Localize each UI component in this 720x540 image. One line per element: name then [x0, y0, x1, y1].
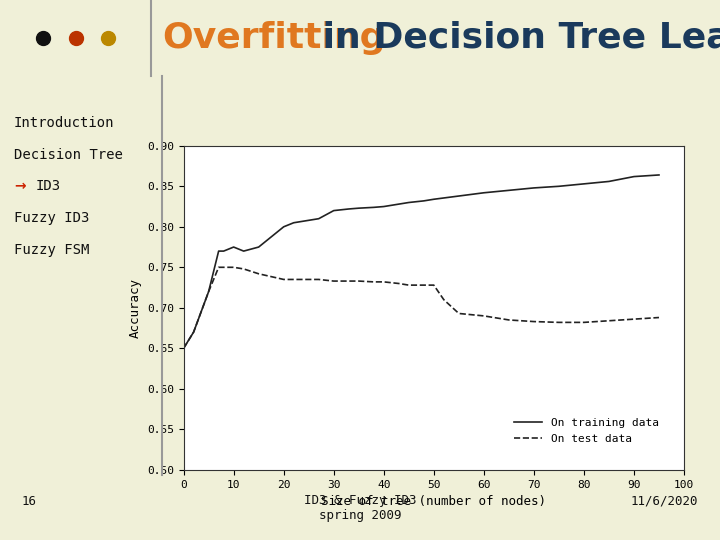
On training data: [654, 172, 663, 178]
On test data: [439, 296, 448, 303]
On training data: [179, 345, 188, 352]
On training data: [505, 187, 513, 194]
On test data: [354, 278, 363, 284]
On training data: [395, 201, 403, 207]
On test data: [279, 276, 288, 283]
Text: →: →: [14, 179, 26, 193]
On training data: [530, 185, 539, 191]
On test data: [530, 318, 539, 325]
On training data: [420, 198, 428, 204]
On test data: [239, 266, 248, 272]
On training data: [344, 206, 353, 212]
Text: ID3 & Fuzzy ID3
spring 2009: ID3 & Fuzzy ID3 spring 2009: [304, 494, 416, 522]
On training data: [605, 178, 613, 185]
Text: 11/6/2020: 11/6/2020: [631, 495, 698, 508]
On test data: [405, 282, 413, 288]
On test data: [420, 282, 428, 288]
On training data: [279, 224, 288, 230]
On training data: [315, 215, 323, 222]
On training data: [329, 207, 338, 214]
Text: 16: 16: [22, 495, 37, 508]
On test data: [369, 279, 378, 285]
On test data: [189, 329, 198, 335]
Legend: On training data, On test data: On training data, On test data: [510, 414, 663, 448]
On test data: [429, 282, 438, 288]
Text: in Decision Tree Learning: in Decision Tree Learning: [310, 21, 720, 55]
On training data: [204, 288, 213, 295]
On training data: [305, 217, 313, 224]
On test data: [229, 264, 238, 271]
On training data: [220, 248, 228, 254]
On test data: [395, 280, 403, 287]
X-axis label: Size of tree (number of nodes): Size of tree (number of nodes): [321, 495, 546, 508]
On test data: [344, 278, 353, 284]
On test data: [329, 278, 338, 284]
On training data: [289, 219, 298, 226]
On training data: [369, 204, 378, 211]
On training data: [580, 181, 588, 187]
On test data: [580, 319, 588, 326]
On training data: [405, 199, 413, 206]
On test data: [505, 316, 513, 323]
Text: Fuzzy ID3: Fuzzy ID3: [14, 212, 89, 226]
Text: Overfitting: Overfitting: [162, 21, 385, 55]
On test data: [629, 316, 638, 322]
Text: Fuzzy FSM: Fuzzy FSM: [14, 244, 89, 258]
On test data: [605, 318, 613, 324]
On training data: [229, 244, 238, 251]
Text: Introduction: Introduction: [14, 116, 114, 130]
On training data: [554, 183, 563, 190]
On test data: [254, 271, 263, 277]
On test data: [454, 310, 463, 317]
On test data: [315, 276, 323, 283]
On training data: [215, 248, 223, 254]
Text: ID3: ID3: [35, 179, 60, 193]
On training data: [429, 196, 438, 202]
On training data: [629, 173, 638, 180]
On test data: [215, 264, 223, 271]
On test data: [289, 276, 298, 283]
On training data: [454, 193, 463, 199]
On test data: [379, 279, 388, 285]
Y-axis label: Accuracy: Accuracy: [128, 278, 141, 338]
On test data: [179, 345, 188, 352]
Line: On training data: On training data: [184, 175, 659, 348]
Line: On test data: On test data: [184, 267, 659, 348]
On training data: [239, 248, 248, 254]
On training data: [254, 244, 263, 251]
On training data: [379, 203, 388, 210]
On test data: [305, 276, 313, 283]
On test data: [204, 288, 213, 295]
On training data: [480, 190, 488, 196]
Text: Decision Tree: Decision Tree: [14, 147, 123, 161]
On training data: [189, 329, 198, 335]
On test data: [480, 313, 488, 319]
On training data: [354, 205, 363, 211]
On test data: [220, 264, 228, 271]
On test data: [554, 319, 563, 326]
On test data: [654, 314, 663, 321]
